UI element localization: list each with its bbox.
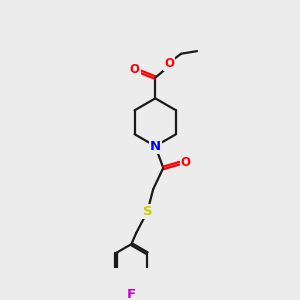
Text: S: S: [142, 205, 152, 218]
Text: O: O: [181, 156, 190, 169]
Text: N: N: [150, 140, 161, 153]
Text: O: O: [164, 57, 174, 70]
Text: F: F: [127, 288, 136, 300]
Text: O: O: [130, 64, 140, 76]
